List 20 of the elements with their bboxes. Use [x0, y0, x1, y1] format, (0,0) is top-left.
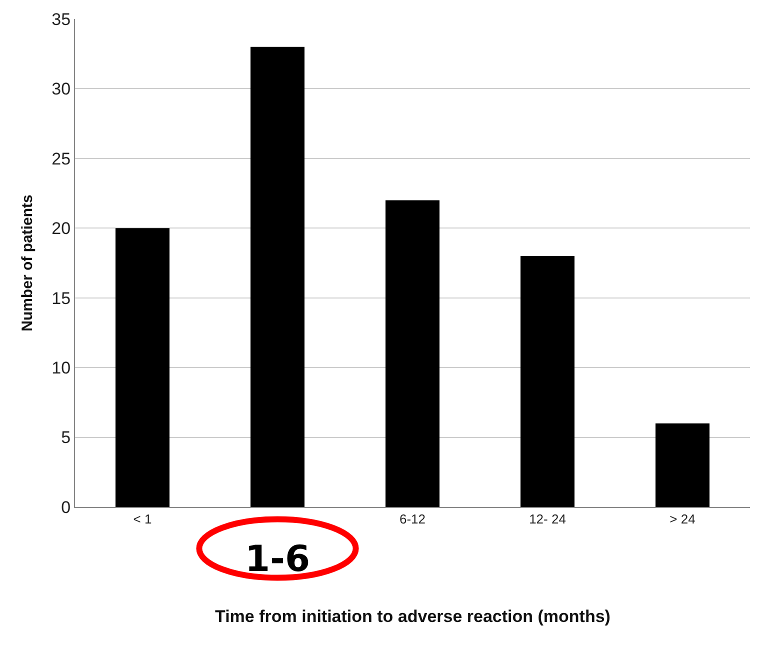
y-tick-label: 0 — [61, 498, 71, 517]
y-tick-label: 15 — [52, 288, 71, 308]
x-tick-label: < 1 — [133, 512, 152, 527]
y-axis-title: Number of patients — [18, 194, 36, 332]
bar — [116, 228, 170, 507]
x-tick-label: 12- 24 — [529, 512, 566, 527]
bar — [656, 423, 710, 507]
y-tick-label: 10 — [52, 358, 71, 378]
bar — [520, 256, 574, 507]
y-tick-label: 20 — [52, 219, 71, 238]
y-tick-label: 25 — [52, 149, 71, 168]
y-tick-label: 30 — [52, 80, 71, 99]
bar — [250, 46, 304, 507]
x-tick-label: 1-6 — [245, 539, 310, 580]
x-tick-label: > 24 — [670, 512, 696, 527]
y-tick-label: 5 — [61, 428, 71, 448]
x-tick-label: 6-12 — [399, 512, 426, 527]
x-axis-title: Time from initiation to adverse reaction (months) — [215, 607, 610, 626]
bar — [386, 200, 440, 507]
y-tick-label: 35 — [52, 10, 71, 29]
